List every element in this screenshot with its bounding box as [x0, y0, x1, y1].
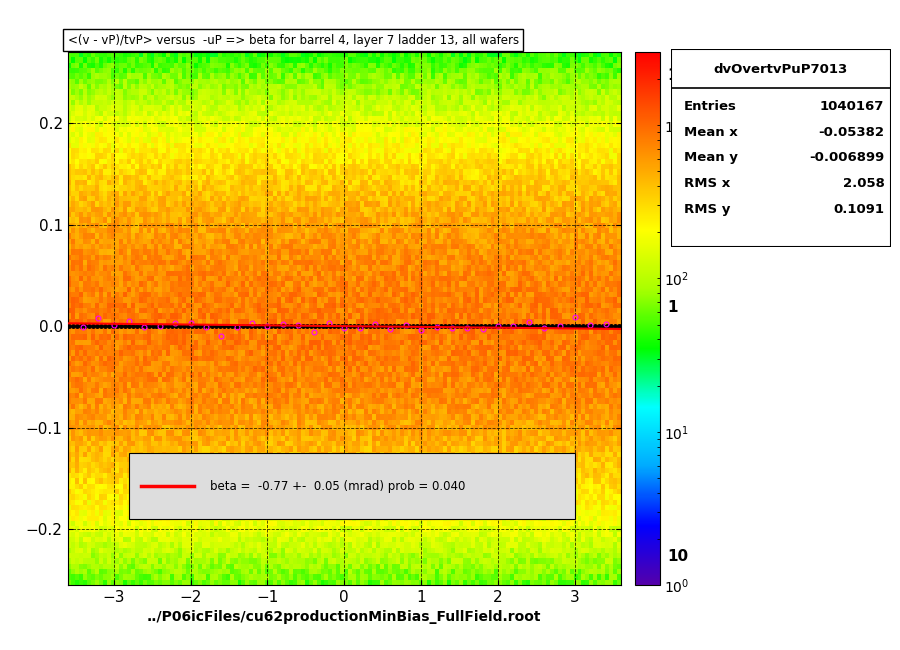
Text: -0.006899: -0.006899	[809, 151, 885, 164]
Text: 10: 10	[667, 68, 688, 83]
Text: Mean x: Mean x	[684, 125, 737, 138]
Text: 1: 1	[667, 300, 678, 315]
Text: 1040167: 1040167	[820, 99, 885, 112]
Text: <(v - vP)/tvP> versus  -uP => beta for barrel 4, layer 7 ladder 13, all wafers: <(v - vP)/tvP> versus -uP => beta for ba…	[68, 34, 518, 47]
Text: Entries: Entries	[684, 99, 736, 112]
Text: RMS x: RMS x	[684, 177, 730, 190]
Text: 2.058: 2.058	[842, 177, 885, 190]
Text: -0.05382: -0.05382	[818, 125, 885, 138]
Text: 0.1091: 0.1091	[833, 203, 885, 216]
Text: beta =  -0.77 +-  0.05 (mrad) prob = 0.040: beta = -0.77 +- 0.05 (mrad) prob = 0.040	[210, 480, 465, 493]
X-axis label: ../P06icFiles/cu62productionMinBias_FullField.root: ../P06icFiles/cu62productionMinBias_Full…	[147, 610, 542, 625]
Bar	[129, 453, 575, 519]
Text: 10: 10	[667, 549, 688, 564]
Text: Mean y: Mean y	[684, 151, 738, 164]
Text: dvOvertvPuP7013: dvOvertvPuP7013	[714, 62, 848, 75]
Text: RMS y: RMS y	[684, 203, 730, 216]
